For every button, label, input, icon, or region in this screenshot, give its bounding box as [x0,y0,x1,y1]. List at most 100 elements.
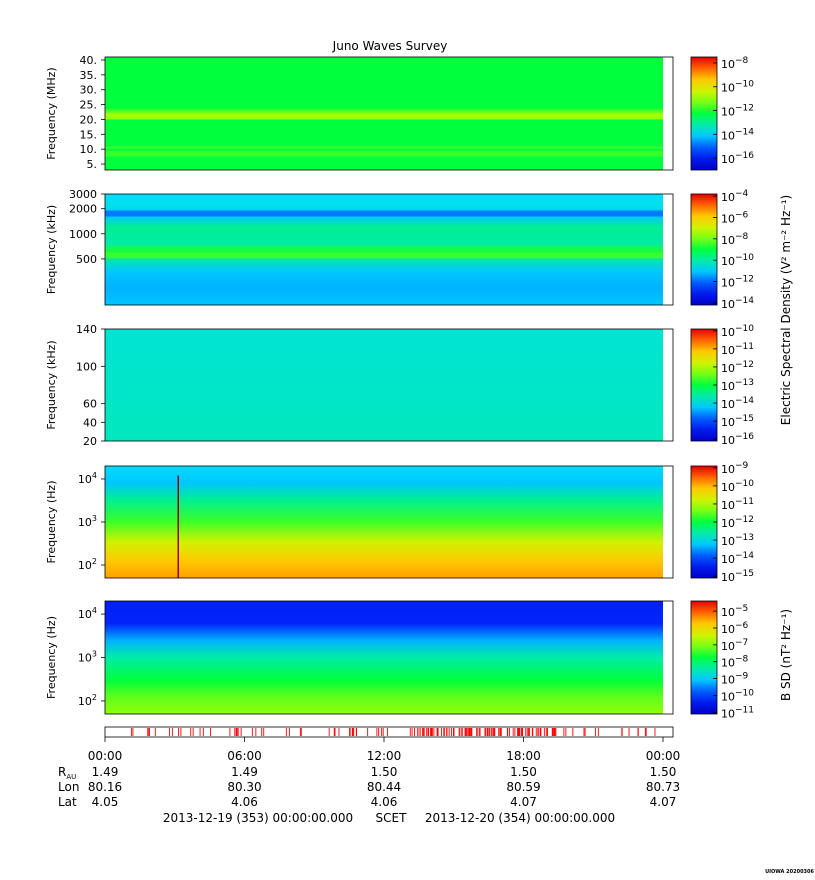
panel-4: 102 103 104 Frequency (Hz) 10−9 10−10 10−11 10−… [45,461,754,584]
ytick-label-4: 103 [78,514,97,529]
magnetic-colorbar-label: B SD (nT² Hz⁻¹) [779,609,793,701]
ytick-label-3: 100 [76,360,97,373]
colorbar-5 [690,600,718,715]
footer-stamp: UIOWA 20200306 [765,869,814,875]
ephem-value: 80.30 [227,780,261,794]
colorbar-tick-label-3: 10−15 [721,414,754,429]
xtick-label: 18:00 [506,749,541,763]
ephemeris-table: RAU 1.49 1.49 1.50 1.50 1.50 Lon 80.16 80.30 80.4… [58,765,680,809]
ephem-value: 1.49 [92,765,119,779]
band-2-2 [105,210,663,217]
ylabel-4: Frequency (Hz) [45,481,58,564]
colorbar-tick-label-4: 10−11 [721,497,754,512]
colorbar-tick-label-3: 10−13 [721,378,754,393]
electric-colorbar-label: Electric Spectral Density (V² m⁻² Hz⁻¹) [779,195,793,425]
colorbar-tick-label-4: 10−10 [721,479,754,494]
ephem-value: 4.07 [650,795,677,809]
colorbar-tick-label-4: 10−9 [721,461,749,476]
ephem-row-label: RAU [58,765,76,781]
xtick-label: 00:00 [88,749,123,763]
colorbar-1 [690,56,718,171]
ylabel-3: Frequency (kHz) [45,340,58,429]
start-time: 2013-12-19 (353) 00:00:00.000 [163,811,353,825]
ytick-label-1: 30. [80,84,98,97]
band-2-1 [105,252,663,259]
ephem-value: 80.59 [506,780,540,794]
spectrogram-panels: 5. 10. 15. 20.25. 30. 35. 40. Frequency (MHz) 10… [45,54,754,720]
colorbar-tick-label-5: 10−8 [721,655,749,670]
panel-1: 5. 10. 15. 20.25. 30. 35. 40. Frequency (MHz) 10… [45,54,754,171]
ephem-row-label: Lon [58,780,79,794]
colorbar-tick-label-4: 10−12 [721,515,754,530]
spectrogram-3 [105,329,663,441]
colorbar-tick-label-2: 10−10 [721,253,754,268]
chart-title: Juno Waves Survey [332,39,448,53]
colorbar-tick-label-1: 10−12 [721,104,754,119]
ytick-label-1: 10. [80,143,98,156]
panel-frame-3 [104,328,674,442]
ytick-label-1: 15. [80,128,98,141]
colorbar-tick-label-5: 10−9 [721,672,749,687]
ytick-label-5: 103 [78,650,97,665]
ephem-value: 1.50 [371,765,398,779]
scet-label: SCET [376,811,408,825]
colorbar-3 [690,328,718,442]
ephem-value: 4.05 [92,795,119,809]
ytick-label-1: 40. [80,54,98,67]
end-time: 2013-12-20 (354) 00:00:00.000 [425,811,615,825]
ytick-label-3: 20 [83,435,97,448]
spectrogram-4 [105,466,663,578]
spectrogram-5 [105,601,663,714]
ytick-label-5: 104 [78,606,97,621]
colorbar-tick-label-1: 10−10 [721,80,754,95]
ytick-label-2: 3000 [69,188,97,201]
event-timeline [104,726,674,738]
colorbar-2 [690,193,718,306]
panel-frame-2 [104,193,674,306]
colorbar-tick-label-3: 10−10 [721,324,754,339]
ephem-value: 80.73 [646,780,680,794]
xtick-label: 06:00 [227,749,262,763]
ytick-label-2: 500 [76,253,97,266]
panel-3: 20 40 60 100 140 Frequency (kHz) 10−10 10−11 10−… [45,323,754,448]
ytick-label-3: 40 [83,416,97,429]
panel-2: 500 1000 2000 3000 Frequency (kHz) 10−4 10−6 10… [45,188,754,311]
colorbar-tick-label-5: 10−6 [721,621,749,636]
colorbar-tick-label-5: 10−5 [721,604,748,619]
colorbar-tick-label-2: 10−8 [721,232,749,247]
ephem-value: 1.50 [510,765,537,779]
ytick-label-1: 5. [87,158,98,171]
ephem-value: 1.49 [231,765,258,779]
ephem-value: 4.06 [371,795,398,809]
panel-frame-1 [104,56,674,171]
ytick-label-3: 140 [76,323,97,336]
colorbar-tick-label-4: 10−14 [721,551,754,566]
timeline-frame [104,726,674,738]
colorbar-tick-label-3: 10−12 [721,360,754,375]
band-1-2 [105,150,663,157]
ephem-value: 80.16 [88,780,122,794]
colorbar-tick-label-4: 10−13 [721,533,754,548]
colorbar-tick-label-2: 10−4 [721,189,749,204]
colorbar-tick-label-3: 10−14 [721,396,754,411]
time-axis: 00:00 06:00 12:00 18:00 00:00 [88,737,680,763]
xtick-label: 12:00 [367,749,402,763]
colorbar-tick-label-2: 10−6 [721,210,749,225]
colorbar-tick-label-1: 10−14 [721,127,754,142]
ephem-value: 4.06 [231,795,258,809]
band-1-1 [105,113,663,120]
colorbar-4 [690,465,718,579]
ytick-label-1: 35. [80,69,98,82]
colorbar-tick-label-2: 10−12 [721,275,754,290]
ylabel-1: Frequency (MHz) [45,67,58,159]
colorbar-tick-label-5: 10−10 [721,688,754,703]
ylabel-5: Frequency (Hz) [45,616,58,699]
panel-5: 102 103 104 Frequency (Hz) 10−5 10−6 10−7 10−8 1… [45,600,754,720]
ytick-label-4: 102 [78,557,97,572]
ephem-value: 1.50 [650,765,677,779]
ytick-label-2: 2000 [69,203,97,216]
ytick-label-1: 25. [80,99,98,112]
colorbar-tick-label-1: 10−8 [721,56,749,71]
colorbar-tick-label-4: 10−15 [721,569,754,584]
ytick-label-1: 20. [80,113,98,126]
